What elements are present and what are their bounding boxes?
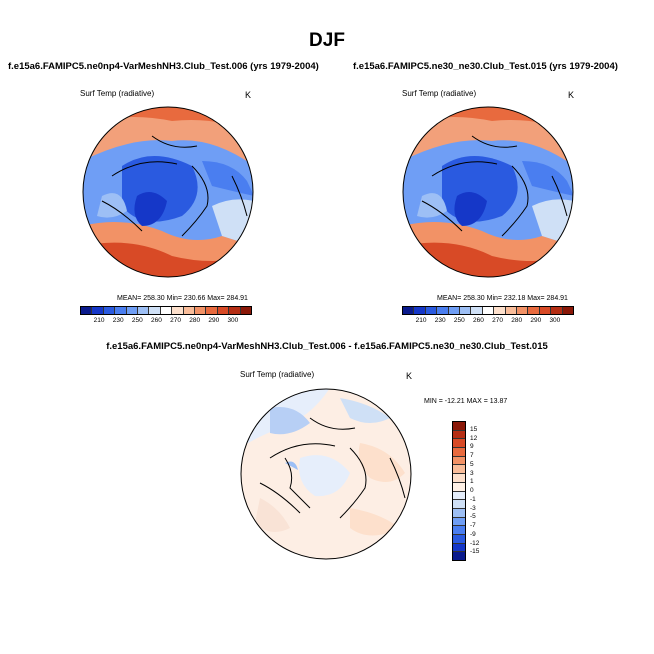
diff-colorbar-swatch [453, 526, 465, 535]
right-colorbar-tick-label: 250 [453, 317, 465, 324]
right-colorbar-swatch [437, 307, 449, 314]
diff-colorbar-swatch [453, 482, 465, 492]
right-stats: MEAN= 258.30 Min= 232.18 Max= 284.91 [437, 295, 568, 302]
left-colorbar-swatch [240, 307, 252, 314]
diff-panel-title: f.e15a6.FAMIPC5.ne0np4-VarMeshNH3.Club_T… [106, 341, 548, 352]
left-colorbar-swatch [195, 307, 207, 314]
diff-colorbar-tick-label: 7 [470, 452, 474, 459]
left-colorbar-tick-label: 250 [131, 317, 143, 324]
diff-colorbar-tick-label: -15 [470, 548, 480, 556]
right-colorbar-swatch [448, 307, 461, 314]
right-colorbar-swatch [539, 307, 552, 314]
right-colorbar-swatch [517, 307, 529, 314]
diff-colorbar-tick-label: 0 [470, 487, 474, 494]
right-polar-map [402, 106, 574, 278]
right-panel-title: f.e15a6.FAMIPC5.ne30_ne30.Club_Test.015 … [353, 61, 618, 72]
left-colorbar-swatch [160, 307, 173, 314]
diff-colorbar-swatch [453, 422, 465, 431]
diff-colorbar-swatch [453, 465, 465, 475]
diff-colorbar-tick-label: -5 [470, 513, 476, 521]
diff-colorbar-tick-label: -7 [470, 522, 476, 529]
left-colorbar-swatch [183, 307, 196, 314]
diff-colorbar-swatch [453, 543, 465, 553]
diff-colorbar-tick-label: -1 [470, 495, 476, 503]
diff-colorbar-swatch [453, 474, 465, 483]
right-colorbar-tick-label: 280 [511, 317, 523, 324]
diff-stats: MIN = -12.21 MAX = 13.87 [424, 398, 508, 405]
page-title: DJF [309, 30, 345, 51]
diff-colorbar-tick-label: 5 [470, 460, 474, 468]
left-colorbar-swatch [149, 307, 161, 314]
left-colorbar-swatch [126, 307, 139, 314]
left-colorbar-swatch [229, 307, 241, 314]
diff-colorbar-swatch [453, 448, 465, 457]
right-colorbar-swatch [505, 307, 518, 314]
diff-colorbar-tick-label: 9 [470, 443, 474, 451]
left-colorbar-swatch [81, 307, 93, 314]
right-colorbar-swatch [460, 307, 472, 314]
diff-colorbar-swatch [453, 456, 465, 466]
right-colorbar-swatch [482, 307, 495, 314]
diff-colorbar-swatch [453, 430, 465, 440]
right-colorbar: 210 230 250 260 270 280 290 300 [402, 306, 574, 325]
left-variable-label: Surf Temp (radiative) [80, 89, 155, 98]
right-colorbar-swatch [425, 307, 438, 314]
diff-colorbar-swatch [453, 534, 465, 544]
left-panel-title: f.e15a6.FAMIPC5.ne0np4-VarMeshNH3.Club_T… [8, 61, 319, 72]
diff-colorbar: 15 12 9 7 5 3 1 0 -1 -3 -5 -7 -9 -12 -15 [452, 421, 479, 561]
left-colorbar-tick-label: 230 [112, 317, 124, 324]
left-colorbar-swatch [92, 307, 104, 314]
right-colorbar-swatch [471, 307, 483, 314]
right-units-label: K [568, 90, 575, 100]
right-colorbar-swatch [528, 307, 540, 314]
diff-colorbar-swatch [453, 491, 465, 501]
left-colorbar-tick-label: 290 [208, 317, 220, 324]
diff-colorbar-tick-label: 15 [470, 425, 478, 433]
left-colorbar-tick-label: 260 [151, 317, 162, 324]
left-units-label: K [245, 90, 252, 100]
left-colorbar-swatch [115, 307, 127, 314]
left-colorbar-tick-label: 210 [93, 317, 105, 324]
right-colorbar-swatch [494, 307, 506, 314]
right-colorbar-tick-label: 210 [415, 317, 427, 324]
right-variable-label: Surf Temp (radiative) [402, 89, 477, 98]
left-colorbar-tick-label: 270 [170, 317, 181, 324]
diff-colorbar-swatch [453, 500, 465, 509]
right-colorbar-tick-label: 270 [492, 317, 503, 324]
left-colorbar-swatch [172, 307, 184, 314]
diff-colorbar-swatch [453, 517, 465, 527]
diff-polar-map [240, 388, 412, 560]
right-colorbar-tick-label: 290 [530, 317, 542, 324]
diff-colorbar-tick-label: 1 [470, 478, 474, 486]
diff-colorbar-tick-label: -9 [470, 530, 476, 538]
left-colorbar-tick-label: 280 [189, 317, 201, 324]
right-colorbar-swatch [562, 307, 574, 314]
right-colorbar-swatch [551, 307, 563, 314]
diff-colorbar-swatch [453, 552, 465, 560]
left-colorbar-tick-label: 300 [227, 317, 239, 324]
right-colorbar-swatch [403, 307, 415, 314]
right-colorbar-tick-label: 300 [549, 317, 561, 324]
right-colorbar-swatch [414, 307, 426, 314]
diff-colorbar-tick-label: 12 [470, 434, 478, 442]
left-polar-map [82, 106, 254, 278]
diff-colorbar-swatch [453, 439, 465, 449]
left-colorbar-swatch [206, 307, 218, 314]
diff-colorbar-tick-label: -3 [470, 504, 476, 512]
left-stats: MEAN= 258.30 Min= 230.66 Max= 284.91 [117, 295, 248, 302]
diff-colorbar-swatch [453, 508, 465, 518]
diff-units-label: K [406, 371, 413, 381]
diff-colorbar-tick-label: 3 [470, 469, 474, 477]
diff-colorbar-tick-label: -12 [470, 539, 480, 547]
left-colorbar: 210 230 250 260 270 280 290 300 [80, 306, 252, 325]
left-colorbar-swatch [103, 307, 116, 314]
right-colorbar-tick-label: 260 [473, 317, 484, 324]
right-colorbar-tick-label: 230 [434, 317, 446, 324]
left-colorbar-swatch [217, 307, 230, 314]
diff-variable-label: Surf Temp (radiative) [240, 370, 315, 379]
left-colorbar-swatch [138, 307, 150, 314]
